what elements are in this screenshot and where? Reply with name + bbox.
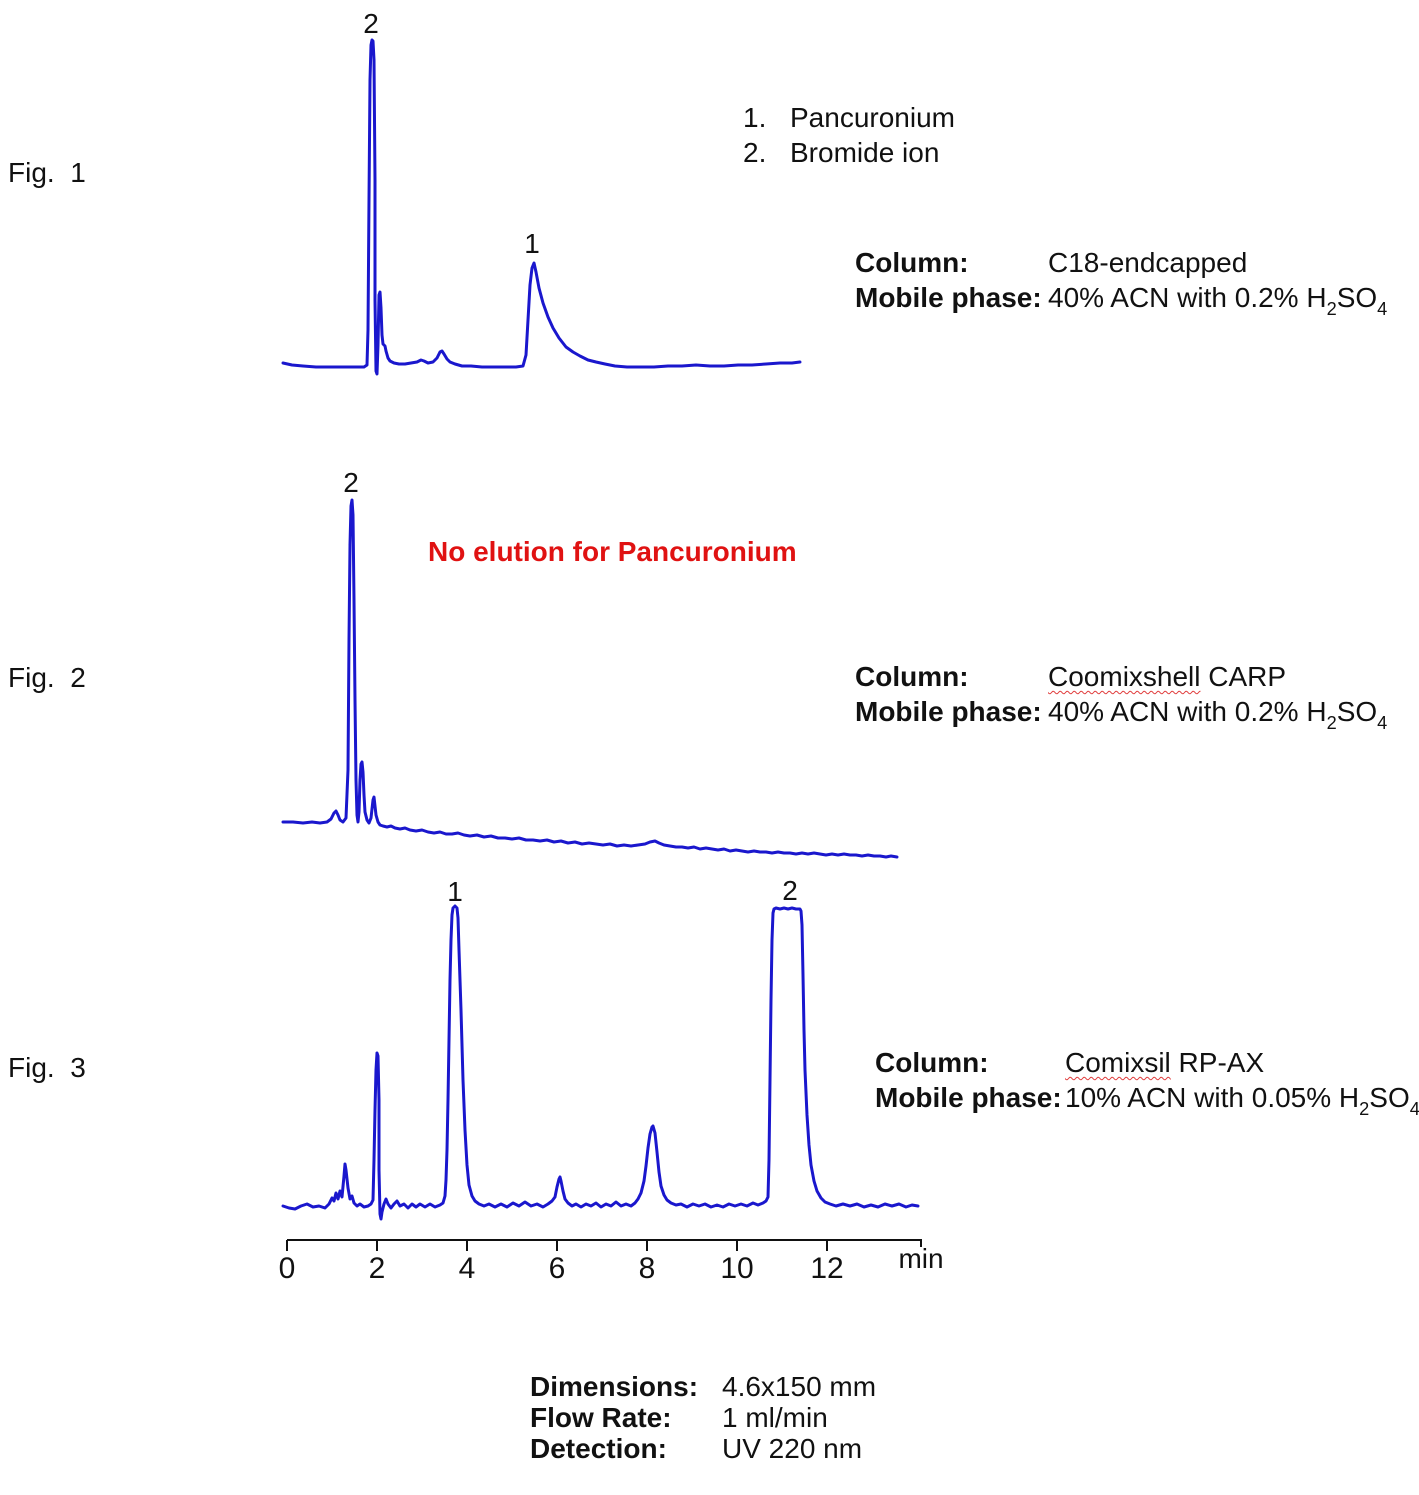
fig3-chromatogram: min 1 2 0 2 4 6 8 10 12: [279, 875, 944, 1285]
peak-legend: 1. Pancuronium 2. Bromide ion: [743, 100, 955, 170]
legend-number: 1.: [743, 102, 767, 133]
fig3-conditions: Column: Comixsil RP-AX Mobile phase: 10%…: [875, 1045, 1419, 1119]
axis-tick-label: 12: [810, 1252, 843, 1285]
axis-tick-label: 6: [549, 1252, 566, 1285]
fig3-label: Fig. 3: [8, 1052, 86, 1083]
mobile-phase-label: Mobile phase:: [855, 282, 1042, 313]
axis-unit-label: min: [898, 1243, 943, 1274]
fig3-trace-line: [281, 904, 920, 1221]
column-value: Coomixshell CARP: [1048, 661, 1287, 692]
axis-tick-label: 2: [369, 1252, 386, 1285]
mobile-phase-value: 40% ACN with 0.2% H2SO4: [1048, 696, 1388, 734]
detection-row: Detection: UV 220 nm: [530, 1433, 876, 1464]
flow-rate-label: Flow Rate:: [530, 1402, 672, 1433]
column-value: C18-endcapped: [1048, 247, 1248, 278]
dimensions-value: 4.6x150 mm: [722, 1371, 877, 1402]
axis-tick-label: 0: [279, 1252, 296, 1285]
shared-conditions: Dimensions: 4.6x150 mm Flow Rate: 1 ml/m…: [530, 1371, 876, 1464]
mobile-phase-label: Mobile phase:: [855, 696, 1042, 727]
fig1-label: Fig. 1: [8, 157, 86, 188]
legend-number: 2.: [743, 137, 767, 168]
fig2-conditions: Column: Coomixshell CARP Mobile phase: 4…: [855, 659, 1387, 733]
axis-tick-label: 4: [459, 1252, 476, 1285]
fig1-chromatogram: 2 1: [281, 8, 802, 376]
fig3-peak1-label: 1: [447, 876, 463, 907]
fig3-column-row: Column: Comixsil RP-AX: [875, 1045, 1419, 1080]
flow-rate-value: 1 ml/min: [722, 1402, 828, 1433]
legend-name: Bromide ion: [790, 137, 940, 168]
dimensions-row: Dimensions: 4.6x150 mm: [530, 1371, 876, 1402]
axis-tick-label: 8: [639, 1252, 656, 1285]
legend-item-bromide: 2. Bromide ion: [743, 135, 955, 170]
mobile-phase-value: 10% ACN with 0.05% H2SO4: [1065, 1082, 1419, 1120]
fig1-peak1-label: 1: [524, 228, 540, 259]
fig2-peak2-label: 2: [343, 467, 359, 498]
axis-tick-label: 10: [720, 1252, 753, 1285]
no-elution-annotation: No elution for Pancuronium: [428, 536, 797, 567]
fig3-peak2-label: 2: [782, 875, 798, 906]
column-label: Column:: [855, 661, 969, 692]
mobile-phase-label: Mobile phase:: [875, 1082, 1062, 1113]
fig3-mobile-phase-row: Mobile phase: 10% ACN with 0.05% H2SO4: [875, 1080, 1419, 1119]
fig1-column-row: Column: C18-endcapped: [855, 245, 1387, 280]
mobile-phase-value: 40% ACN with 0.2% H2SO4: [1048, 282, 1388, 320]
detection-label: Detection:: [530, 1433, 667, 1464]
fig2-mobile-phase-row: Mobile phase: 40% ACN with 0.2% H2SO4: [855, 694, 1387, 733]
detection-value: UV 220 nm: [722, 1433, 863, 1464]
dimensions-label: Dimensions:: [530, 1371, 699, 1402]
column-label: Column:: [855, 247, 969, 278]
fig1-peak2-label: 2: [363, 8, 379, 39]
fig2-trace-line: [281, 498, 899, 859]
fig1-trace-line: [281, 38, 802, 376]
fig1-conditions: Column: C18-endcapped Mobile phase: 40% …: [855, 245, 1387, 319]
fig2-column-row: Column: Coomixshell CARP: [855, 659, 1387, 694]
column-label: Column:: [875, 1047, 989, 1078]
fig1-mobile-phase-row: Mobile phase: 40% ACN with 0.2% H2SO4: [855, 280, 1387, 319]
legend-name: Pancuronium: [790, 102, 955, 133]
column-value: Comixsil RP-AX: [1065, 1047, 1265, 1078]
flow-rate-row: Flow Rate: 1 ml/min: [530, 1402, 876, 1433]
legend-item-pancuronium: 1. Pancuronium: [743, 100, 955, 135]
fig2-chromatogram: 2: [281, 467, 899, 859]
fig2-label: Fig. 2: [8, 662, 86, 693]
